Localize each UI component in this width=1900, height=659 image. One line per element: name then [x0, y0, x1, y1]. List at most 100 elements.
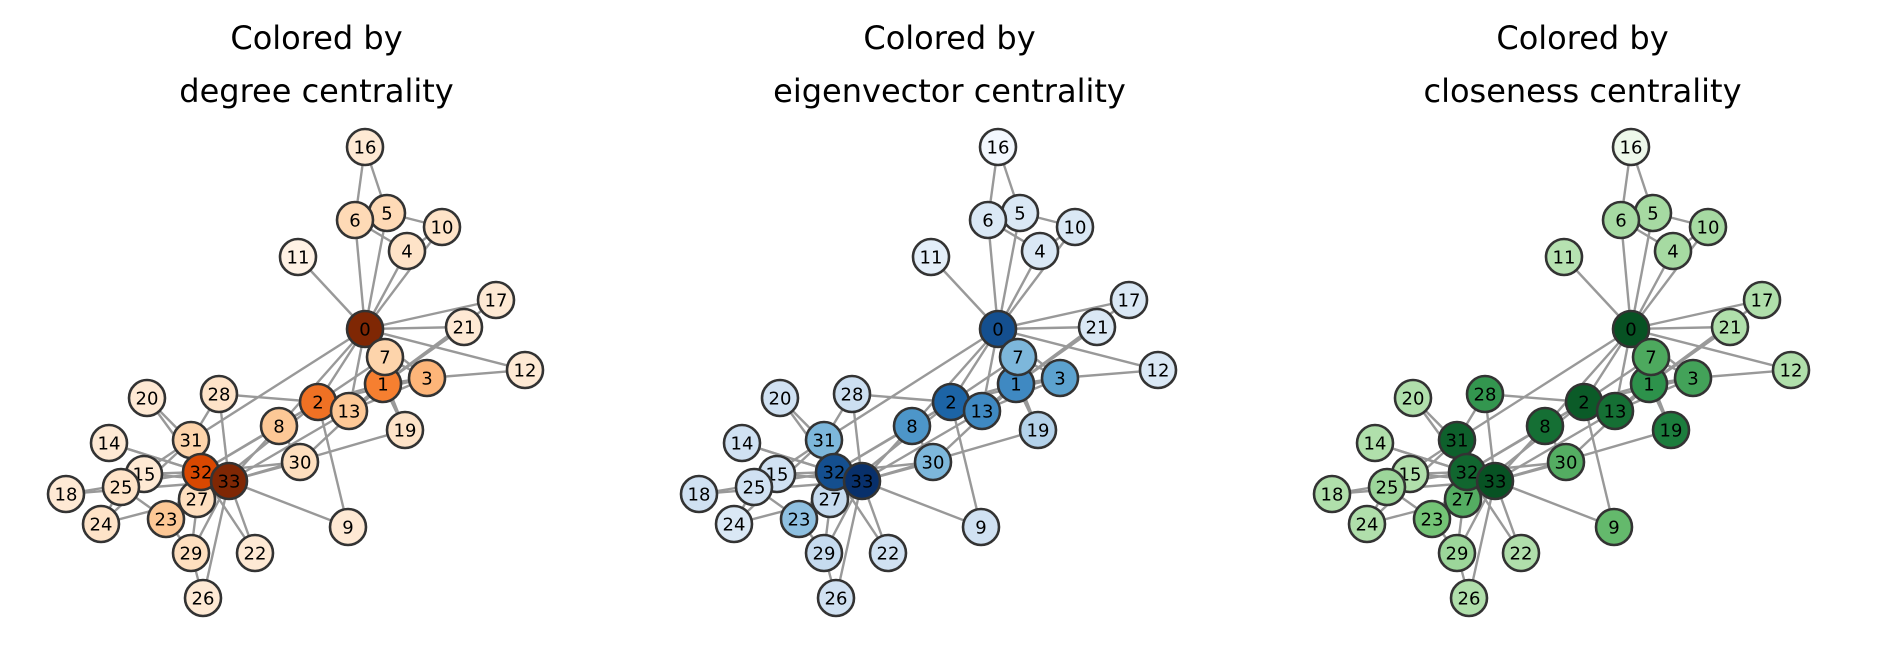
node-circle: [1651, 410, 1691, 450]
node-21: 21: [1077, 307, 1117, 347]
node-26: 26: [816, 578, 856, 618]
node-circle: [998, 337, 1038, 377]
node-circle: [734, 467, 774, 507]
node-circle: [1710, 307, 1750, 347]
node-7: 7: [1631, 337, 1671, 377]
node-label: 20: [1402, 389, 1425, 410]
node-label: 8: [1539, 417, 1550, 438]
edge-0-10: [997, 226, 1076, 330]
node-circle: [345, 127, 385, 167]
node-circle: [365, 337, 405, 377]
node-10: 10: [1688, 207, 1728, 247]
node-circle: [868, 533, 908, 573]
node-16: 16: [345, 127, 385, 167]
node-circle: [259, 406, 299, 446]
node-circle: [714, 504, 754, 544]
node-label: 0: [992, 320, 1003, 341]
node-11: 11: [1544, 237, 1584, 277]
node-33: 33: [209, 461, 249, 501]
edge-13-33: [1494, 409, 1616, 483]
edge-0-10: [1630, 226, 1709, 330]
node-22: 22: [868, 533, 908, 573]
edge-2-9: [316, 401, 350, 528]
node-3: 3: [1040, 358, 1080, 398]
node-label: 22: [1510, 544, 1533, 565]
node-31: 31: [171, 420, 211, 460]
node-3: 3: [407, 358, 447, 398]
node-label: 3: [421, 369, 432, 390]
edge-9-33: [861, 479, 982, 529]
node-22: 22: [1501, 533, 1541, 573]
node-circle: [335, 200, 375, 240]
node-circle: [199, 374, 239, 414]
node-5: 5: [1633, 193, 1673, 233]
node-circle: [387, 231, 427, 271]
node-28: 28: [1465, 374, 1505, 414]
node-label: 31: [1446, 431, 1469, 452]
node-circle: [1393, 378, 1433, 418]
edge-0-8: [1544, 328, 1632, 427]
node-label: 20: [769, 389, 792, 410]
node-9: 9: [961, 507, 1001, 547]
node-label: 29: [813, 544, 836, 565]
node-label: 31: [180, 431, 203, 452]
node-label: 11: [1553, 248, 1576, 269]
node-circle: [1018, 410, 1058, 450]
node-circle: [171, 533, 211, 573]
node-4: 4: [1653, 231, 1693, 271]
node-23: 23: [1412, 499, 1452, 539]
node-33: 33: [842, 461, 882, 501]
network-graph: 0123456789101112131415161718192021222324…: [1312, 127, 1811, 618]
node-circle: [804, 533, 844, 573]
node-29: 29: [804, 533, 844, 573]
node-circle: [1601, 200, 1641, 240]
node-33: 33: [1475, 461, 1515, 501]
panel-title-line2: degree centrality: [179, 72, 454, 110]
node-6: 6: [968, 200, 1008, 240]
node-circle: [1040, 358, 1080, 398]
node-label: 14: [98, 434, 121, 455]
node-label: 24: [90, 515, 113, 536]
node-circle: [679, 474, 719, 514]
node-7: 7: [998, 337, 1038, 377]
node-circle: [1611, 309, 1651, 349]
node-circle: [1465, 374, 1505, 414]
node-label: 32: [190, 463, 213, 484]
node-label: 24: [723, 515, 746, 536]
node-circle: [722, 423, 762, 463]
node-11: 11: [278, 237, 318, 277]
node-label: 18: [1321, 485, 1344, 506]
edge-9-33: [1494, 479, 1615, 529]
node-circle: [1020, 231, 1060, 271]
node-label: 28: [208, 385, 231, 406]
node-17: 17: [476, 280, 516, 320]
node-18: 18: [1312, 474, 1352, 514]
node-19: 19: [1018, 410, 1058, 450]
edge-0-5: [996, 212, 1022, 330]
node-label: 23: [788, 510, 811, 531]
edge-13-33: [861, 409, 983, 483]
node-4: 4: [1020, 231, 1060, 271]
node-13: 13: [329, 391, 369, 431]
node-circle: [81, 504, 121, 544]
node-14: 14: [1355, 423, 1395, 463]
node-label: 4: [401, 242, 412, 263]
nodes-group: 0123456789101112131415161718192021222324…: [1312, 127, 1811, 618]
node-circle: [89, 423, 129, 463]
node-13: 13: [962, 391, 1002, 431]
node-label: 30: [922, 453, 945, 474]
node-label: 5: [1647, 204, 1658, 225]
node-20: 20: [760, 378, 800, 418]
node-circle: [1595, 391, 1635, 431]
node-label: 12: [1780, 361, 1803, 382]
node-circle: [1688, 207, 1728, 247]
node-9: 9: [1594, 507, 1634, 547]
node-label: 19: [1027, 421, 1050, 442]
node-label: 29: [1446, 544, 1469, 565]
node-label: 6: [982, 211, 993, 232]
node-label: 14: [1364, 434, 1387, 455]
edge-0-10: [364, 226, 443, 330]
node-22: 22: [235, 533, 275, 573]
node-label: 8: [906, 417, 917, 438]
